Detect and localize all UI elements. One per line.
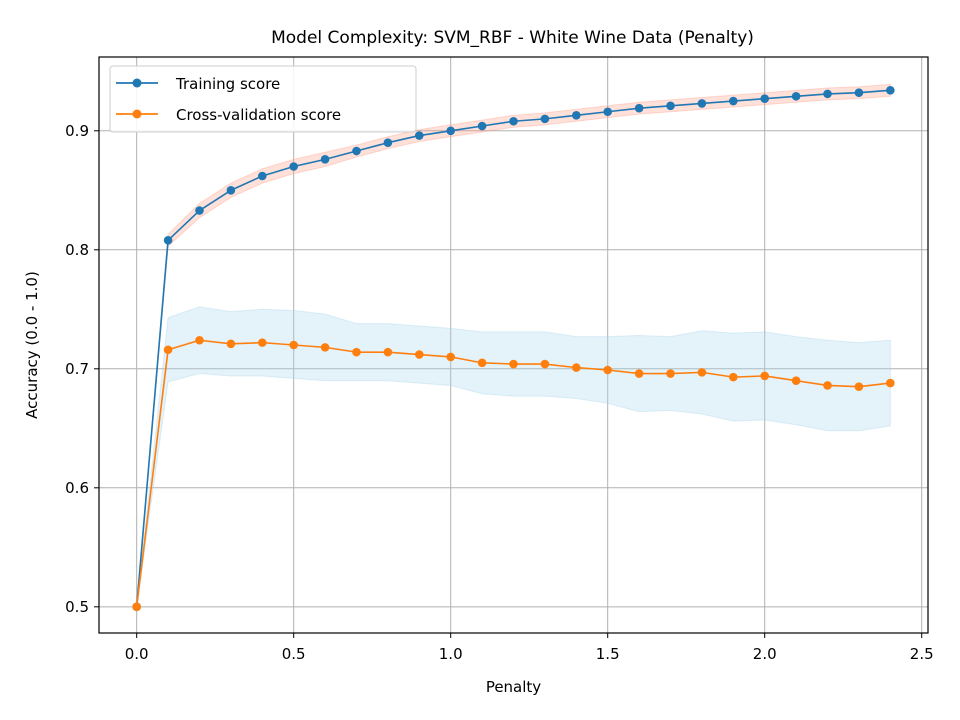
point-series-1	[509, 359, 518, 369]
point-series-0	[572, 111, 581, 120]
point-series-0	[289, 162, 298, 171]
y-tick-label: 0.5	[65, 598, 89, 616]
point-series-1	[603, 365, 612, 375]
point-series-0	[791, 91, 801, 101]
legend-box	[109, 65, 417, 133]
point-series-1	[854, 382, 864, 391]
band-series-1	[136, 306, 891, 607]
point-series-1	[132, 602, 141, 612]
point-series-1	[666, 369, 675, 378]
point-series-1	[257, 338, 267, 347]
point-series-0	[477, 121, 487, 131]
point-series-0	[666, 101, 675, 111]
point-series-0	[509, 116, 518, 126]
legend-marker-cross-validation	[132, 109, 142, 119]
y-tick-label: 0.8	[65, 241, 89, 259]
point-series-1	[415, 350, 424, 359]
x-tick-label: 0.0	[125, 645, 149, 663]
y-tick-label: 0.9	[65, 122, 89, 140]
point-series-1	[697, 368, 707, 377]
point-series-1	[446, 352, 456, 362]
point-series-0	[854, 88, 864, 97]
x-tick-label: 2.0	[753, 645, 777, 663]
legend: Training score Cross-validation score	[109, 65, 417, 133]
legend-marker-training	[132, 78, 142, 88]
point-series-0	[886, 86, 895, 95]
y-tick-label: 0.7	[65, 360, 89, 378]
point-series-0	[195, 206, 204, 215]
point-series-1	[791, 376, 801, 386]
point-series-1	[477, 358, 487, 368]
x-tick-label: 1.0	[439, 645, 463, 663]
x-tick-label: 1.5	[596, 645, 620, 663]
point-series-0	[257, 171, 267, 181]
point-series-1	[760, 371, 770, 381]
legend-label-training: Training score	[175, 75, 280, 93]
point-series-0	[383, 138, 393, 147]
point-series-1	[352, 347, 361, 357]
point-series-0	[823, 89, 832, 99]
point-series-1	[729, 372, 738, 382]
y-axis-label: Accuracy (0.0 - 1.0)	[23, 271, 41, 419]
point-series-0	[352, 146, 361, 156]
point-series-0	[634, 103, 644, 113]
line-layer	[132, 86, 895, 612]
point-series-0	[163, 235, 173, 245]
point-series-1	[289, 340, 298, 350]
point-series-0	[320, 155, 330, 164]
plot-frame	[98, 56, 929, 634]
point-series-0	[603, 107, 612, 117]
point-series-1	[163, 345, 173, 355]
point-series-0	[415, 131, 424, 140]
point-series-1	[226, 339, 236, 349]
point-series-1	[572, 363, 581, 372]
point-series-1	[383, 347, 393, 357]
point-series-0	[226, 185, 236, 195]
legend-label-cross-validation: Cross-validation score	[176, 106, 341, 124]
x-tick-label: 2.5	[910, 645, 934, 663]
point-series-0	[446, 126, 456, 136]
point-series-1	[886, 378, 895, 388]
x-tick-label: 0.5	[282, 645, 306, 663]
point-series-0	[540, 114, 550, 124]
point-series-1	[320, 343, 330, 352]
point-series-1	[634, 369, 644, 378]
point-series-0	[760, 94, 770, 103]
point-series-1	[195, 335, 204, 345]
x-axis-label: Penalty	[486, 678, 541, 696]
point-series-1	[540, 359, 550, 369]
tick-layer: 0.0 0.5 1.0 1.5 2.0 2.5 0.5 0.6 0.7 0.8 0.9	[65, 122, 934, 663]
band-layer	[136, 83, 891, 607]
chart-title: Model Complexity: SVM_RBF - White Wine D…	[271, 28, 754, 48]
point-series-1	[823, 381, 832, 390]
y-tick-label: 0.6	[65, 479, 89, 497]
point-series-0	[729, 96, 738, 106]
point-series-0	[697, 99, 707, 108]
